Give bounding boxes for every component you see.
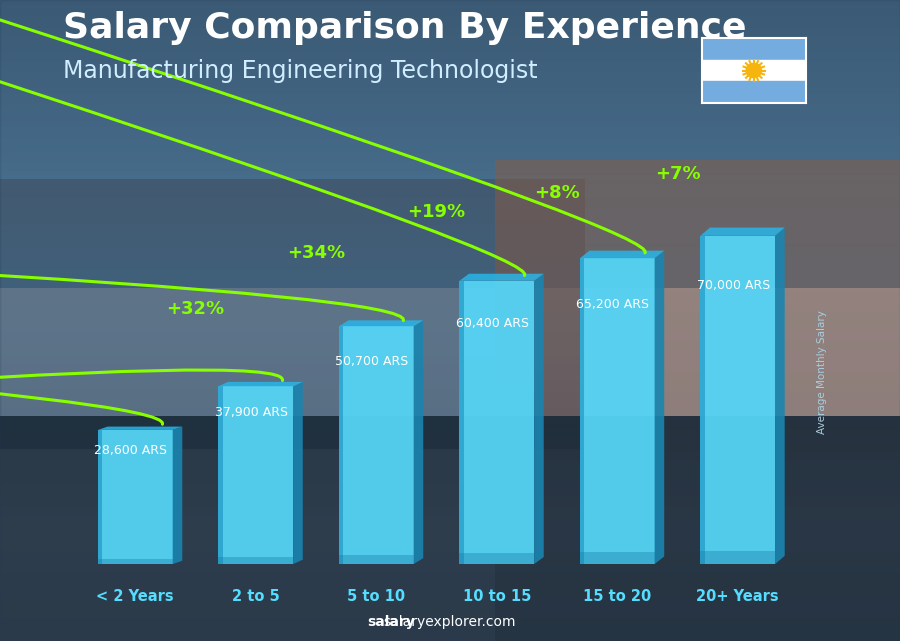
Text: 28,600 ARS: 28,600 ARS xyxy=(94,444,167,456)
Polygon shape xyxy=(414,320,423,564)
Text: 15 to 20: 15 to 20 xyxy=(583,589,652,604)
Text: 70,000 ARS: 70,000 ARS xyxy=(697,278,770,292)
Text: Average Monthly Salary: Average Monthly Salary xyxy=(817,310,827,434)
Text: +19%: +19% xyxy=(408,203,465,221)
Polygon shape xyxy=(339,554,414,564)
Text: 5 to 10: 5 to 10 xyxy=(347,589,405,604)
Polygon shape xyxy=(654,251,664,564)
Text: < 2 Years: < 2 Years xyxy=(96,589,174,604)
Polygon shape xyxy=(98,430,103,564)
Text: 10 to 15: 10 to 15 xyxy=(463,589,531,604)
Polygon shape xyxy=(459,553,534,564)
Polygon shape xyxy=(580,552,654,564)
Text: 2 to 5: 2 to 5 xyxy=(232,589,280,604)
Polygon shape xyxy=(98,427,183,430)
Bar xyxy=(702,60,806,81)
Polygon shape xyxy=(293,382,302,564)
Text: Salary Comparison By Experience: Salary Comparison By Experience xyxy=(63,11,746,45)
Polygon shape xyxy=(339,326,414,564)
Polygon shape xyxy=(580,258,654,564)
Polygon shape xyxy=(459,281,464,564)
Bar xyxy=(702,38,806,60)
Text: +8%: +8% xyxy=(534,184,580,202)
Polygon shape xyxy=(700,228,785,236)
Polygon shape xyxy=(98,430,173,564)
Text: salaryexplorer.com: salaryexplorer.com xyxy=(383,615,517,629)
Text: +7%: +7% xyxy=(654,165,700,183)
Polygon shape xyxy=(339,326,344,564)
Bar xyxy=(702,81,806,103)
Polygon shape xyxy=(219,557,293,564)
Polygon shape xyxy=(700,236,705,564)
Polygon shape xyxy=(98,559,173,564)
Polygon shape xyxy=(700,236,775,564)
Text: +34%: +34% xyxy=(287,244,345,262)
Text: 65,200 ARS: 65,200 ARS xyxy=(576,297,649,311)
Polygon shape xyxy=(339,320,423,326)
Polygon shape xyxy=(219,387,293,564)
Polygon shape xyxy=(580,258,584,564)
Text: Manufacturing Engineering Technologist: Manufacturing Engineering Technologist xyxy=(63,60,537,83)
Text: 20+ Years: 20+ Years xyxy=(697,589,779,604)
Polygon shape xyxy=(219,387,223,564)
Text: +32%: +32% xyxy=(166,301,225,319)
Text: 37,900 ARS: 37,900 ARS xyxy=(215,406,288,419)
Polygon shape xyxy=(775,228,785,564)
Text: 60,400 ARS: 60,400 ARS xyxy=(455,317,528,329)
Polygon shape xyxy=(173,427,183,564)
Polygon shape xyxy=(580,251,664,258)
Circle shape xyxy=(746,63,761,78)
Text: salary: salary xyxy=(367,615,416,629)
Text: 50,700 ARS: 50,700 ARS xyxy=(335,356,409,369)
Polygon shape xyxy=(459,281,534,564)
Polygon shape xyxy=(459,274,544,281)
Polygon shape xyxy=(534,274,544,564)
Polygon shape xyxy=(219,382,302,387)
Polygon shape xyxy=(700,551,775,564)
